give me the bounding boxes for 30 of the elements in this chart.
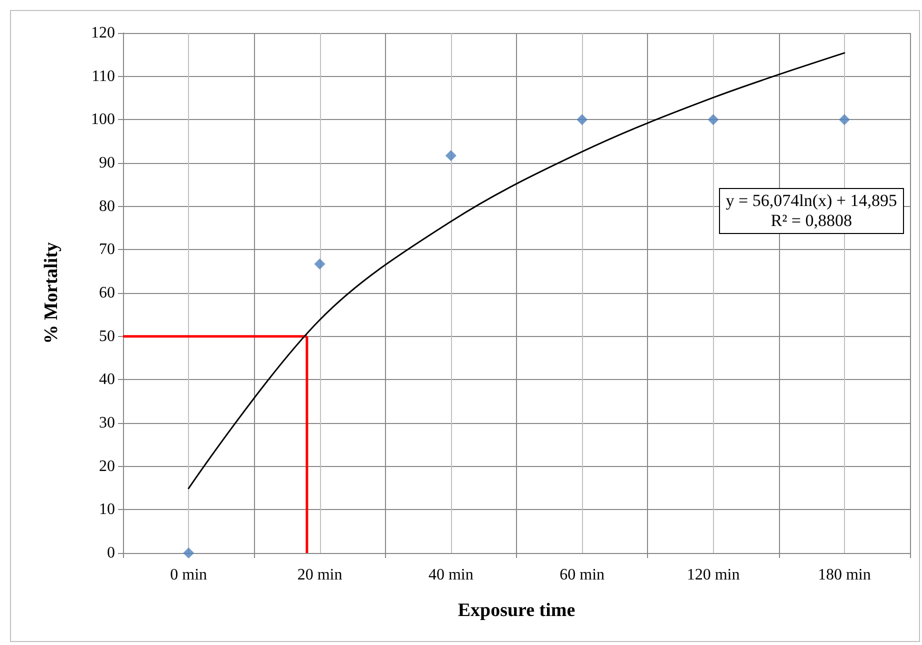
y-tick-label: 40 — [99, 371, 115, 388]
y-tick-label: 80 — [99, 198, 115, 215]
y-tick-label: 60 — [99, 284, 115, 302]
y-tick-label: 110 — [92, 68, 115, 85]
annotation: y = 56,074ln(x) + 14,895 — [726, 191, 897, 211]
y-tick-label: 70 — [99, 241, 115, 258]
x-tick-label: 60 min — [560, 566, 605, 584]
y-tick-label: 90 — [99, 154, 115, 172]
point — [183, 548, 194, 558]
x-tick-label: 180 min — [818, 566, 871, 584]
y-tick-label: 20 — [99, 458, 115, 475]
point — [445, 150, 456, 162]
y-axis-title: % Mortality — [41, 242, 62, 344]
x-tick-label: 120 min — [686, 566, 740, 584]
point — [576, 114, 588, 126]
y-tick-label: 30 — [99, 414, 115, 432]
annotation: R² = 0,8808 — [770, 211, 854, 231]
y-tick-label: 10 — [99, 501, 115, 518]
x-tick-label: 40 min — [428, 566, 474, 584]
equation-box: y = 56,074ln(x) + 14,895 R² = 0,8808 — [718, 188, 904, 234]
y-tick-label: 120 — [91, 24, 115, 42]
x-tick-label: 0 min — [170, 566, 208, 584]
point — [838, 114, 850, 126]
x-axis-title: Exposure time — [458, 600, 576, 621]
y-tick-label: 0 — [107, 544, 115, 562]
x-tick-label: 20 min — [297, 566, 342, 584]
y-tick-label: 50 — [99, 328, 115, 345]
y-tick-label: 100 — [91, 111, 115, 128]
point — [708, 114, 719, 126]
point — [314, 258, 326, 270]
